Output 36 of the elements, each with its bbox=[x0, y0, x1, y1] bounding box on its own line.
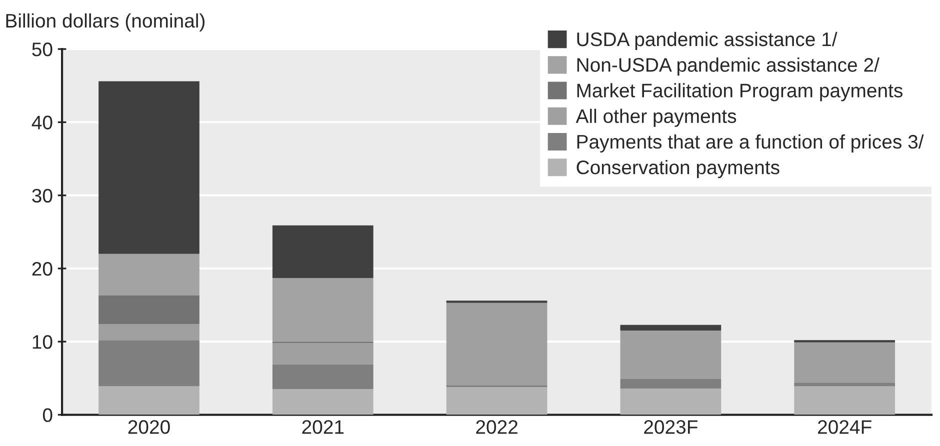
bar bbox=[272, 389, 374, 415]
bar bbox=[98, 81, 200, 254]
bar bbox=[272, 225, 374, 278]
y-tick-label: 10 bbox=[32, 335, 52, 349]
bar bbox=[620, 378, 722, 388]
bar bbox=[620, 388, 722, 415]
bar bbox=[98, 386, 200, 415]
y-tick-label: 30 bbox=[32, 188, 52, 203]
legend-label: USDA pandemic assistance 1/ bbox=[577, 32, 838, 50]
bar bbox=[98, 254, 200, 296]
bar bbox=[794, 386, 896, 415]
x-tick-label: 2020 bbox=[128, 420, 170, 434]
legend-label: Payments that are a function of prices 3/ bbox=[577, 134, 924, 153]
bar bbox=[446, 302, 548, 386]
y-tick-label: 50 bbox=[32, 42, 52, 56]
bar bbox=[98, 324, 200, 340]
x-tick-label: 2021 bbox=[302, 420, 344, 434]
y-tick-label: 20 bbox=[32, 262, 52, 276]
bar bbox=[98, 340, 200, 386]
legend-label: Non-USDA pandemic assistance 2/ bbox=[577, 58, 880, 76]
bar bbox=[620, 324, 722, 331]
y-tick-label: 40 bbox=[32, 116, 52, 130]
bar bbox=[272, 364, 374, 390]
x-tick-label: 2022 bbox=[476, 420, 518, 434]
x-tick-label: 2023F bbox=[644, 420, 698, 434]
bar bbox=[446, 386, 548, 415]
bar bbox=[794, 382, 896, 386]
bar bbox=[98, 296, 200, 324]
legend-label: Market Facilitation Program payments bbox=[577, 83, 902, 102]
y-axis-title: Billion dollars (nominal) bbox=[6, 13, 204, 32]
bar bbox=[620, 330, 722, 379]
legend-label: Conservation payments bbox=[576, 160, 780, 178]
x-tick-label: 2024F bbox=[818, 420, 872, 434]
y-tick-label: 0 bbox=[42, 408, 52, 422]
bar bbox=[794, 342, 896, 383]
legend-label: All other payments bbox=[576, 108, 736, 127]
